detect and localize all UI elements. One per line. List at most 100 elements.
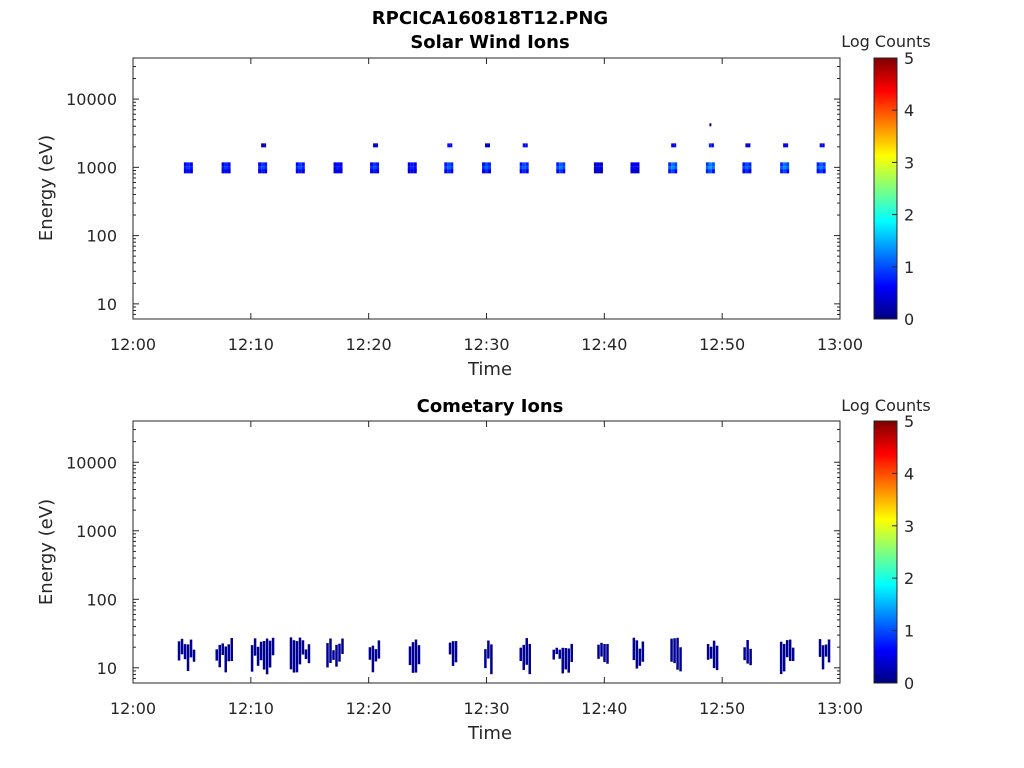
x-tick-label: 12:20 [346,335,392,354]
spectrogram-cell [227,162,231,167]
spectrogram-cell [819,143,823,148]
spectrogram-cell [292,640,296,673]
spectrogram-cell [782,643,786,672]
x-tick-label: 12:40 [581,699,627,718]
spectrogram-cell [373,143,377,148]
spectrogram-cell [215,649,218,661]
spectrogram-cell [264,143,267,148]
spectrogram-cell [636,166,640,171]
spectrogram-cell [258,162,262,167]
spectrogram-cell [630,166,634,171]
y-ticks: 10 100 1000 10000 [66,57,840,320]
spectrogram-cell [525,166,529,171]
spectrogram-cell [407,162,411,167]
spectrogram-cell [488,166,491,171]
spectrogram-cell [224,162,228,167]
spectrogram-cell [444,162,448,167]
spectrogram-cell [258,166,262,171]
spectrogram-cell [819,169,823,174]
spectrogram-cell [606,644,609,664]
spectrogram-cell [326,643,329,668]
spectrogram-cell [556,166,560,171]
spectrogram-cell [630,169,634,174]
spectrogram-cell [522,143,526,148]
spectrogram-cell [298,169,302,174]
spectrogram-cell [564,647,567,670]
colorbar-tick-label: 3 [904,517,914,536]
spectrogram-cell [562,162,566,167]
spectrogram-cell [519,166,523,171]
spectrogram-cell [599,169,603,174]
colorbar-ticks: 0 1 2 3 4 5 [892,412,914,693]
spectrogram-cell [674,162,678,167]
spectrogram-cell [450,162,454,167]
spectrogram-cell [599,162,603,167]
spectrogram-cell [674,169,678,174]
y-tick-label: 10000 [66,90,117,109]
spectrogram-cell [711,169,715,174]
spectrogram-cell [253,638,257,656]
spectrogram-cell [632,637,636,661]
spectrogram-cell [822,143,825,148]
spectrogram-cell [597,644,600,659]
spectrogram-cell [488,143,490,148]
y-tick-label: 1000 [76,158,117,177]
spectrogram-cell [633,162,637,167]
spectrogram-cell [298,166,302,171]
spectrogram-cell [261,166,265,171]
x-tick-label: 12:50 [699,335,745,354]
y-tick-label: 10000 [66,453,117,472]
spectrogram-cell [559,162,563,167]
spectrogram-cell [333,162,337,167]
colorbar-tick-label: 4 [904,464,914,483]
spectrogram-cell [336,162,340,167]
spectrogram-cell [745,169,749,174]
spectrogram-cell [485,162,488,167]
spectrogram-cell [370,169,374,174]
y-axis-label: Energy (eV) [36,499,57,605]
spectrogram-cell [264,166,268,171]
spectrogram-cell [816,166,820,171]
spectrogram-cell [596,162,600,167]
spectrogram-cell [444,166,448,171]
spectrogram-cell [447,162,451,167]
y-ticks: 10 100 1000 10000 [66,420,840,684]
spectrogram-cell [562,166,566,171]
spectrogram-cell [298,162,302,167]
spectrogram-cell [301,640,305,655]
x-tick-label: 12:00 [110,335,156,354]
spectrogram-cell [635,640,639,669]
spectrogram-cell [603,644,606,663]
spectrogram-cell [487,640,490,659]
spectrogram-cell [593,169,597,174]
spectrogram-cell [373,162,377,167]
spectrogram-cell [265,638,269,675]
spectrogram-cell [715,645,719,671]
y-axis-label: Energy (eV) [36,135,57,241]
spectrogram-cell [709,123,712,127]
spectrogram-cell [552,649,555,660]
spectrogram-cell [562,169,566,174]
spectrogram-cell [633,169,637,174]
spectrogram-cell [295,162,299,167]
colorbar-tick-label: 2 [904,569,914,588]
spectrogram-cell [298,637,302,665]
spectrogram-cell [745,162,749,167]
spectrogram-cell [183,166,187,171]
spectrogram-cell [785,640,789,658]
spectrogram-cell [485,166,488,171]
y-tick-label: 1000 [76,522,117,541]
spectrogram-cell [822,162,826,167]
spectrogram-cell [786,166,790,171]
spectrogram-cell [708,166,712,171]
spectrogram-cell [488,169,491,174]
spectrogram-cell [555,647,558,655]
spectrogram-cell [189,639,193,658]
spectrogram-cell [224,169,228,174]
spectrogram-cell [748,166,752,171]
spectrogram-cell [708,143,712,148]
spectrogram-cell [485,169,488,174]
spectrogram-cell [189,162,193,167]
spectrogram-cell [561,647,564,674]
spectrogram-cell [414,639,418,673]
